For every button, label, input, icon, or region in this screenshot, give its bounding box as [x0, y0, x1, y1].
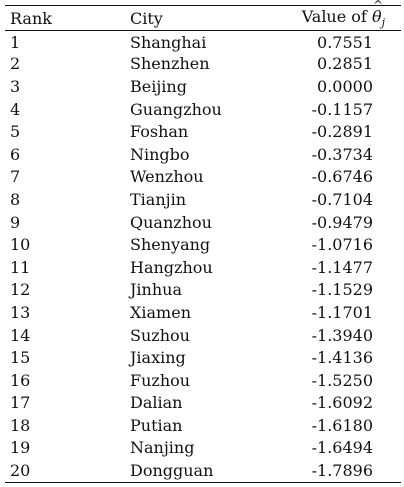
value-cell: -0.2891	[311, 122, 373, 142]
rank-cell: 16	[10, 370, 31, 390]
value-cell: -1.6180	[311, 415, 373, 435]
table-row: 7 Wenzhou -0.6746	[5, 166, 401, 189]
table-row: 18 Putian -1.6180	[5, 414, 401, 437]
table-row: 10 Shenyang -1.0716	[5, 233, 401, 256]
top-rule	[5, 5, 401, 7]
city-cell: Suzhou	[130, 325, 190, 345]
value-cell: -0.3734	[311, 144, 373, 164]
city-cell: Shenyang	[130, 235, 211, 255]
city-cell: Foshan	[130, 122, 189, 142]
table-row: 6 Ningbo -0.3734	[5, 143, 401, 166]
table-row: 14 Suzhou -1.3940	[5, 324, 401, 347]
value-header: Value of θj	[300, 0, 401, 30]
value-cell: -0.1157	[311, 99, 373, 119]
rank-cell: 2	[10, 54, 21, 74]
city-ranking-table: Rank City Value of θj 1 Shanghai 0.7551 2 Sh…	[5, 0, 401, 482]
city-cell: Xiamen	[130, 302, 191, 322]
rank-cell: 17	[10, 393, 31, 413]
city-cell: Jinhua	[130, 280, 182, 300]
value-header-prefix: Value of	[301, 7, 372, 26]
city-cell: Hangzhou	[130, 257, 213, 277]
table-row: 11 Hangzhou -1.1477	[5, 256, 401, 279]
table-row: 17 Dalian -1.6092	[5, 392, 401, 415]
value-cell: -1.1701	[311, 302, 373, 322]
value-cell: 0.0000	[317, 76, 373, 96]
rank-cell: 9	[10, 212, 21, 232]
city-cell: Wenzhou	[130, 167, 204, 187]
city-cell: Ningbo	[130, 144, 190, 164]
table-row: 5 Foshan -0.2891	[5, 120, 401, 143]
table-row: 20 Dongguan -1.7896	[5, 459, 401, 482]
bottom-rule	[5, 482, 401, 484]
rank-cell: 7	[10, 167, 21, 187]
city-header: City	[130, 8, 163, 28]
table-row: 1 Shanghai 0.7551	[5, 30, 401, 53]
city-cell: Dongguan	[130, 461, 214, 481]
table-row: 16 Fuzhou -1.5250	[5, 369, 401, 392]
header-row: Rank City Value of θj	[5, 0, 401, 30]
city-cell: Beijing	[130, 76, 187, 96]
table-row: 8 Tianjin -0.7104	[5, 188, 401, 211]
value-cell: -0.7104	[311, 189, 373, 209]
value-cell: 0.7551	[317, 32, 373, 52]
value-cell: -1.5250	[311, 370, 373, 390]
rank-cell: 14	[10, 325, 31, 345]
table-row: 2 Shenzhen 0.2851	[5, 53, 401, 76]
city-cell: Shanghai	[130, 32, 207, 52]
value-cell: -1.7896	[311, 461, 373, 481]
city-cell: Nanjing	[130, 438, 195, 458]
theta-hat-symbol: θ	[372, 0, 383, 26]
rank-cell: 19	[10, 438, 31, 458]
value-cell: -0.9479	[311, 212, 373, 232]
table-row: 4 Guangzhou -0.1157	[5, 98, 401, 121]
city-cell: Jiaxing	[130, 348, 186, 368]
city-cell: Dalian	[130, 393, 183, 413]
table-body: 1 Shanghai 0.7551 2 Shenzhen 0.2851 3 Beijing 0.…	[5, 30, 401, 482]
table-row: 13 Xiamen -1.1701	[5, 301, 401, 324]
city-cell: Shenzhen	[130, 54, 210, 74]
value-cell: -1.4136	[311, 348, 373, 368]
value-cell: -1.1529	[311, 280, 373, 300]
value-cell: -1.1477	[311, 257, 373, 277]
rank-cell: 5	[10, 122, 21, 142]
value-cell: -1.0716	[311, 235, 373, 255]
value-cell: -1.3940	[311, 325, 373, 345]
rank-cell: 4	[10, 99, 21, 119]
table-row: 9 Quanzhou -0.9479	[5, 211, 401, 234]
rank-header: Rank	[10, 8, 52, 28]
rank-cell: 6	[10, 144, 21, 164]
value-header-subscript: j	[381, 16, 385, 29]
city-cell: Tianjin	[130, 189, 187, 209]
value-cell: -0.6746	[311, 167, 373, 187]
rank-cell: 11	[10, 257, 31, 277]
table-row: 12 Jinhua -1.1529	[5, 279, 401, 302]
rank-cell: 13	[10, 302, 31, 322]
city-cell: Fuzhou	[130, 370, 191, 390]
rank-cell: 18	[10, 415, 31, 435]
table-row: 19 Nanjing -1.6494	[5, 437, 401, 460]
rank-cell: 3	[10, 76, 21, 96]
city-cell: Putian	[130, 415, 183, 435]
value-cell: -1.6494	[311, 438, 373, 458]
rank-cell: 12	[10, 280, 31, 300]
rank-cell: 10	[10, 235, 31, 255]
rank-cell: 15	[10, 348, 31, 368]
rank-cell: 20	[10, 461, 31, 481]
header-rule	[5, 30, 401, 31]
city-cell: Guangzhou	[130, 99, 222, 119]
rank-cell: 1	[10, 32, 21, 52]
rank-cell: 8	[10, 189, 21, 209]
table-row: 3 Beijing 0.0000	[5, 75, 401, 98]
table-row: 15 Jiaxing -1.4136	[5, 346, 401, 369]
value-cell: 0.2851	[317, 54, 373, 74]
value-cell: -1.6092	[311, 393, 373, 413]
city-cell: Quanzhou	[130, 212, 212, 232]
